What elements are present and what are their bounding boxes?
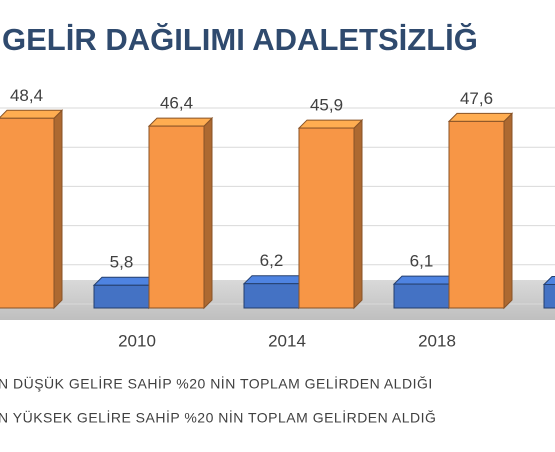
bar-front bbox=[0, 117, 55, 309]
x-tick-label: 2010 bbox=[118, 331, 156, 350]
value-label: 5,8 bbox=[110, 253, 134, 272]
bar-top bbox=[297, 119, 364, 129]
value-label: 48,4 bbox=[10, 86, 43, 105]
legend-label: N YÜKSEK GELİRE SAHİP %20 NİN TOPLAM GEL… bbox=[0, 409, 436, 426]
x-tick-label: 2018 bbox=[418, 331, 456, 350]
bar-front bbox=[243, 283, 300, 309]
value-label: 6,1 bbox=[410, 252, 434, 271]
bar-top bbox=[542, 275, 555, 285]
bar bbox=[297, 118, 364, 310]
x-tick-label: 2014 bbox=[268, 331, 306, 350]
bar-top bbox=[447, 112, 514, 122]
bars: 48,4 2010 5,8 46,4 2014 6,2 45,9 2018 6,1 47,6 bbox=[0, 86, 555, 350]
bar-side bbox=[503, 112, 513, 310]
bar bbox=[392, 274, 459, 310]
bar-top bbox=[0, 109, 64, 119]
legend-label: N DÜŞÜK GELİRE SAHİP %20 NİN TOPLAM GELİ… bbox=[0, 375, 433, 392]
bar-side bbox=[53, 109, 63, 310]
bar-front bbox=[93, 284, 150, 309]
value-label: 46,4 bbox=[160, 94, 193, 113]
bar-top bbox=[92, 276, 159, 286]
bar bbox=[242, 274, 309, 310]
bar-top bbox=[392, 275, 459, 285]
bar-front bbox=[543, 283, 555, 309]
value-label: 45,9 bbox=[310, 96, 343, 115]
bar-top bbox=[147, 117, 214, 127]
bar-top bbox=[242, 275, 309, 285]
legend: N DÜŞÜK GELİRE SAHİP %20 NİN TOPLAM GELİ… bbox=[0, 375, 436, 426]
bar bbox=[542, 275, 555, 309]
bar-front bbox=[448, 120, 505, 309]
bar bbox=[0, 109, 64, 310]
bar bbox=[447, 112, 514, 310]
bar-front bbox=[148, 125, 205, 309]
value-label: 6,2 bbox=[260, 251, 284, 270]
bar bbox=[147, 116, 214, 310]
bar bbox=[92, 276, 159, 310]
bar-front bbox=[393, 283, 450, 309]
bar-side bbox=[353, 118, 363, 310]
bar-side bbox=[203, 116, 213, 310]
bar-front bbox=[298, 127, 355, 309]
chart-title: GELİR DAĞILIMI ADALETSİZLİĞ bbox=[2, 22, 478, 57]
value-label: 47,6 bbox=[460, 89, 493, 108]
